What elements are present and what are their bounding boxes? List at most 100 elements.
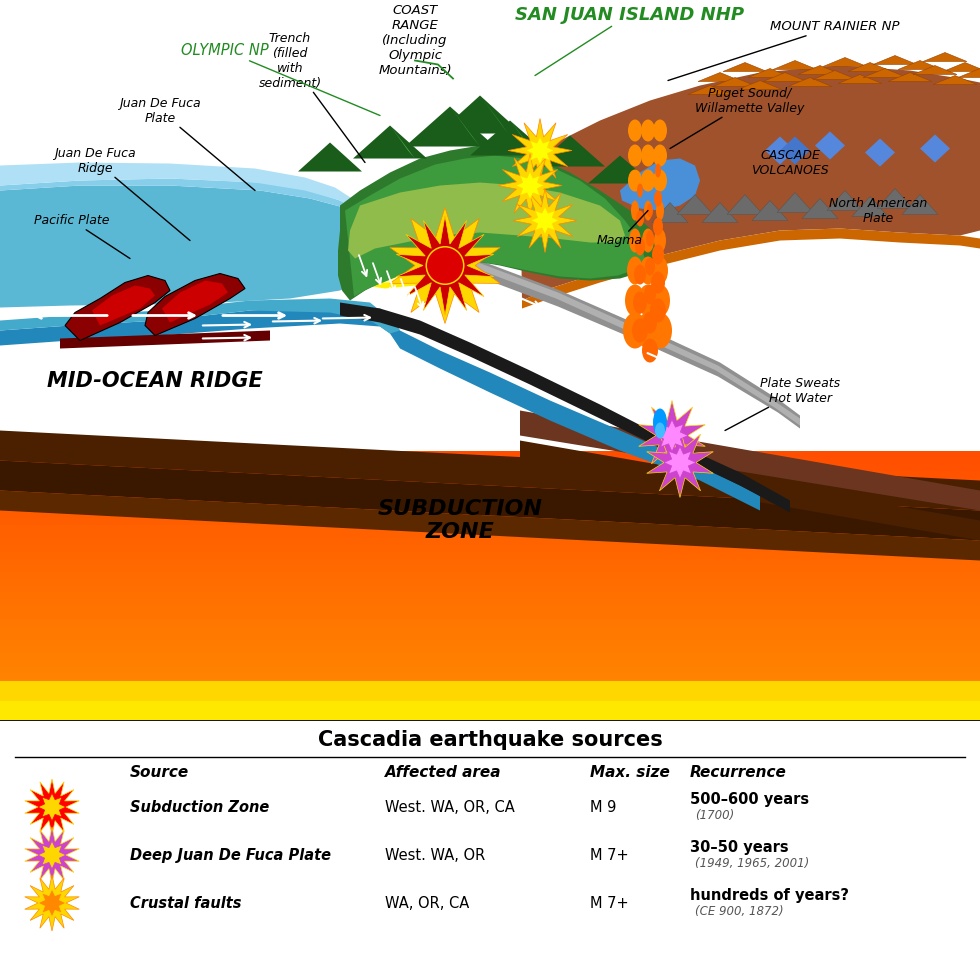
Circle shape <box>43 894 61 912</box>
Polygon shape <box>65 275 170 341</box>
Polygon shape <box>780 137 810 164</box>
Ellipse shape <box>655 422 665 438</box>
Ellipse shape <box>650 299 666 323</box>
Polygon shape <box>510 120 536 156</box>
Polygon shape <box>450 107 480 146</box>
Polygon shape <box>390 207 500 324</box>
Text: (1949, 1965, 2001): (1949, 1965, 2001) <box>695 857 809 869</box>
Polygon shape <box>0 605 980 612</box>
Polygon shape <box>923 53 967 61</box>
Ellipse shape <box>652 257 668 285</box>
Polygon shape <box>898 60 942 70</box>
Ellipse shape <box>636 312 660 349</box>
Polygon shape <box>513 188 577 252</box>
Polygon shape <box>0 491 980 561</box>
Text: MID-OCEAN RIDGE: MID-OCEAN RIDGE <box>47 371 263 391</box>
Polygon shape <box>0 539 980 545</box>
Text: WA, OR, CA: WA, OR, CA <box>385 896 469 910</box>
Text: M 7+: M 7+ <box>590 847 628 862</box>
Polygon shape <box>677 195 713 215</box>
Polygon shape <box>0 457 980 464</box>
Text: MOUNT RAINIER NP: MOUNT RAINIER NP <box>668 20 900 80</box>
Polygon shape <box>526 137 554 164</box>
Polygon shape <box>0 673 980 680</box>
Polygon shape <box>0 504 980 511</box>
Polygon shape <box>958 69 980 77</box>
Ellipse shape <box>628 170 642 192</box>
Text: CASCADE
VOLCANOES: CASCADE VOLCANOES <box>752 149 829 177</box>
Ellipse shape <box>642 228 654 252</box>
Text: Puget Sound/
Willamette Valley: Puget Sound/ Willamette Valley <box>670 87 805 149</box>
Polygon shape <box>752 201 788 221</box>
Polygon shape <box>773 60 817 70</box>
Polygon shape <box>390 125 415 159</box>
Polygon shape <box>348 182 625 259</box>
Polygon shape <box>24 875 79 931</box>
Polygon shape <box>639 400 706 471</box>
Ellipse shape <box>627 257 643 285</box>
Polygon shape <box>0 532 980 539</box>
Ellipse shape <box>631 201 639 221</box>
Polygon shape <box>0 626 980 633</box>
Ellipse shape <box>636 210 644 226</box>
Polygon shape <box>588 156 652 183</box>
Text: Subduction Zone: Subduction Zone <box>130 799 270 815</box>
Polygon shape <box>0 179 382 232</box>
Polygon shape <box>802 199 838 219</box>
Polygon shape <box>520 440 980 541</box>
Circle shape <box>521 177 539 195</box>
Polygon shape <box>827 190 863 210</box>
Polygon shape <box>0 460 980 541</box>
Polygon shape <box>0 653 980 660</box>
Polygon shape <box>0 559 980 565</box>
Ellipse shape <box>646 230 654 246</box>
Ellipse shape <box>641 119 655 141</box>
Polygon shape <box>0 464 980 471</box>
Text: OLYMPIC NP: OLYMPIC NP <box>181 43 380 116</box>
Ellipse shape <box>628 144 642 166</box>
Polygon shape <box>713 77 757 87</box>
Polygon shape <box>0 599 980 605</box>
Polygon shape <box>698 73 742 81</box>
Polygon shape <box>798 66 842 74</box>
Text: Recurrence: Recurrence <box>690 765 787 779</box>
Polygon shape <box>0 484 980 491</box>
Polygon shape <box>0 524 980 532</box>
Polygon shape <box>0 612 980 619</box>
Ellipse shape <box>635 238 645 256</box>
Polygon shape <box>0 491 980 498</box>
Ellipse shape <box>642 338 658 363</box>
Polygon shape <box>405 107 495 146</box>
Ellipse shape <box>653 170 667 192</box>
Polygon shape <box>0 518 980 524</box>
Text: hundreds of years?: hundreds of years? <box>690 887 849 902</box>
Ellipse shape <box>634 265 646 285</box>
Text: (1700): (1700) <box>695 809 734 821</box>
Polygon shape <box>396 216 494 315</box>
Ellipse shape <box>641 144 655 166</box>
Text: 500–600 years: 500–600 years <box>690 792 809 807</box>
Text: Juan De Fuca
Ridge: Juan De Fuca Ridge <box>54 146 190 241</box>
Polygon shape <box>0 693 980 700</box>
Polygon shape <box>498 154 562 218</box>
Ellipse shape <box>629 228 641 252</box>
Polygon shape <box>652 202 688 223</box>
Polygon shape <box>0 647 980 653</box>
Text: Max. size: Max. size <box>590 765 670 779</box>
Polygon shape <box>0 680 980 687</box>
Text: North American
Plate: North American Plate <box>829 197 927 224</box>
Polygon shape <box>368 243 800 429</box>
Polygon shape <box>0 572 980 579</box>
Ellipse shape <box>644 285 656 305</box>
Polygon shape <box>823 57 867 67</box>
Text: Pacific Plate: Pacific Plate <box>34 214 130 259</box>
Polygon shape <box>338 145 660 301</box>
Polygon shape <box>370 246 800 426</box>
Polygon shape <box>0 687 980 693</box>
Polygon shape <box>838 74 882 83</box>
Polygon shape <box>0 640 980 647</box>
Ellipse shape <box>647 203 653 218</box>
Text: Source: Source <box>130 765 189 779</box>
Ellipse shape <box>643 311 657 333</box>
Polygon shape <box>0 299 400 333</box>
